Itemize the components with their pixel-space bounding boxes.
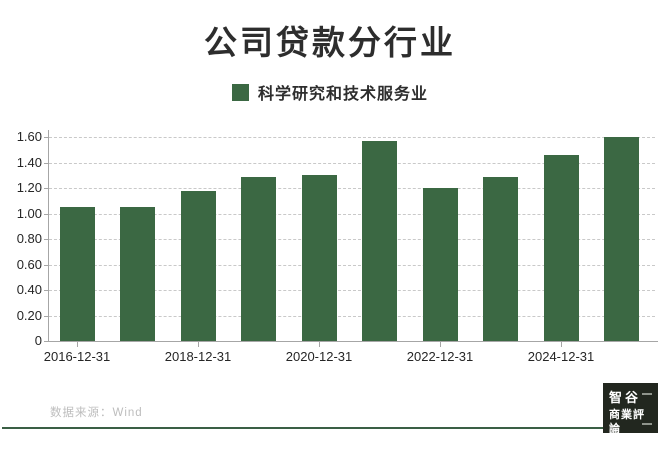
y-axis-tick xyxy=(44,213,48,215)
x-axis-tick xyxy=(77,342,78,347)
bar xyxy=(543,154,579,341)
bar xyxy=(604,137,639,341)
logo-small-text-mark xyxy=(642,423,652,425)
y-gridline xyxy=(49,315,655,317)
x-axis-label: 2024-12-31 xyxy=(527,349,595,364)
y-gridline xyxy=(49,162,655,164)
y-axis-label: 0.60 xyxy=(16,256,42,272)
bar xyxy=(241,176,276,341)
x-axis-line xyxy=(48,341,658,342)
y-axis-label: 1.00 xyxy=(16,205,42,221)
bar xyxy=(59,207,95,341)
y-axis-tick xyxy=(44,239,48,240)
x-axis-label: 2022-12-31 xyxy=(406,349,474,364)
y-axis-tick xyxy=(44,162,48,164)
y-axis-tick xyxy=(44,290,48,291)
legend-swatch xyxy=(231,83,249,101)
y-axis-label: 0.40 xyxy=(16,282,42,297)
y-gridline xyxy=(49,137,655,138)
page-title: 公司贷款分行业 xyxy=(204,24,456,61)
bar xyxy=(120,207,155,341)
y-axis-line xyxy=(48,130,49,342)
y-axis-label: 1.20 xyxy=(16,180,42,195)
y-axis-tick xyxy=(44,188,48,189)
y-axis-tick xyxy=(44,315,48,317)
brand-logo-line2: 商業評論 xyxy=(609,409,645,435)
x-axis-tick xyxy=(319,342,320,347)
legend-label: 科学研究和技术服务业 xyxy=(257,86,428,103)
y-gridline xyxy=(49,290,655,291)
x-axis-tick xyxy=(440,342,441,347)
y-axis-tick xyxy=(44,341,48,342)
y-gridline xyxy=(49,239,655,240)
brand-logo-line1: 智谷 xyxy=(609,390,642,405)
bar xyxy=(180,190,216,341)
y-gridline xyxy=(49,213,655,215)
bar xyxy=(301,175,337,341)
footer-divider xyxy=(2,427,658,429)
logo-small-text-mark xyxy=(642,393,652,395)
bar xyxy=(422,188,458,341)
y-axis-label: 0.80 xyxy=(16,231,42,246)
y-axis-label: 1.60 xyxy=(16,129,42,144)
bar xyxy=(483,176,518,341)
x-axis-label: 2018-12-31 xyxy=(164,349,232,364)
bar xyxy=(362,140,397,341)
y-axis-tick xyxy=(44,264,48,266)
y-axis-label: 0 xyxy=(34,333,42,348)
x-axis-tick xyxy=(198,342,199,347)
y-axis-label: 1.40 xyxy=(16,154,42,170)
data-source-note: 数据来源：Wind xyxy=(50,407,143,419)
brand-logo: 智谷 商業評論 xyxy=(603,383,658,435)
legend: 科学研究和技术服务业 xyxy=(0,80,660,104)
x-axis-label: 2016-12-31 xyxy=(43,349,111,364)
y-gridline xyxy=(49,264,655,266)
x-axis-tick xyxy=(561,342,562,347)
y-gridline xyxy=(49,188,655,189)
y-axis-tick xyxy=(44,137,48,138)
y-axis-label: 0.20 xyxy=(16,307,42,323)
x-axis-label: 2020-12-31 xyxy=(285,349,353,364)
